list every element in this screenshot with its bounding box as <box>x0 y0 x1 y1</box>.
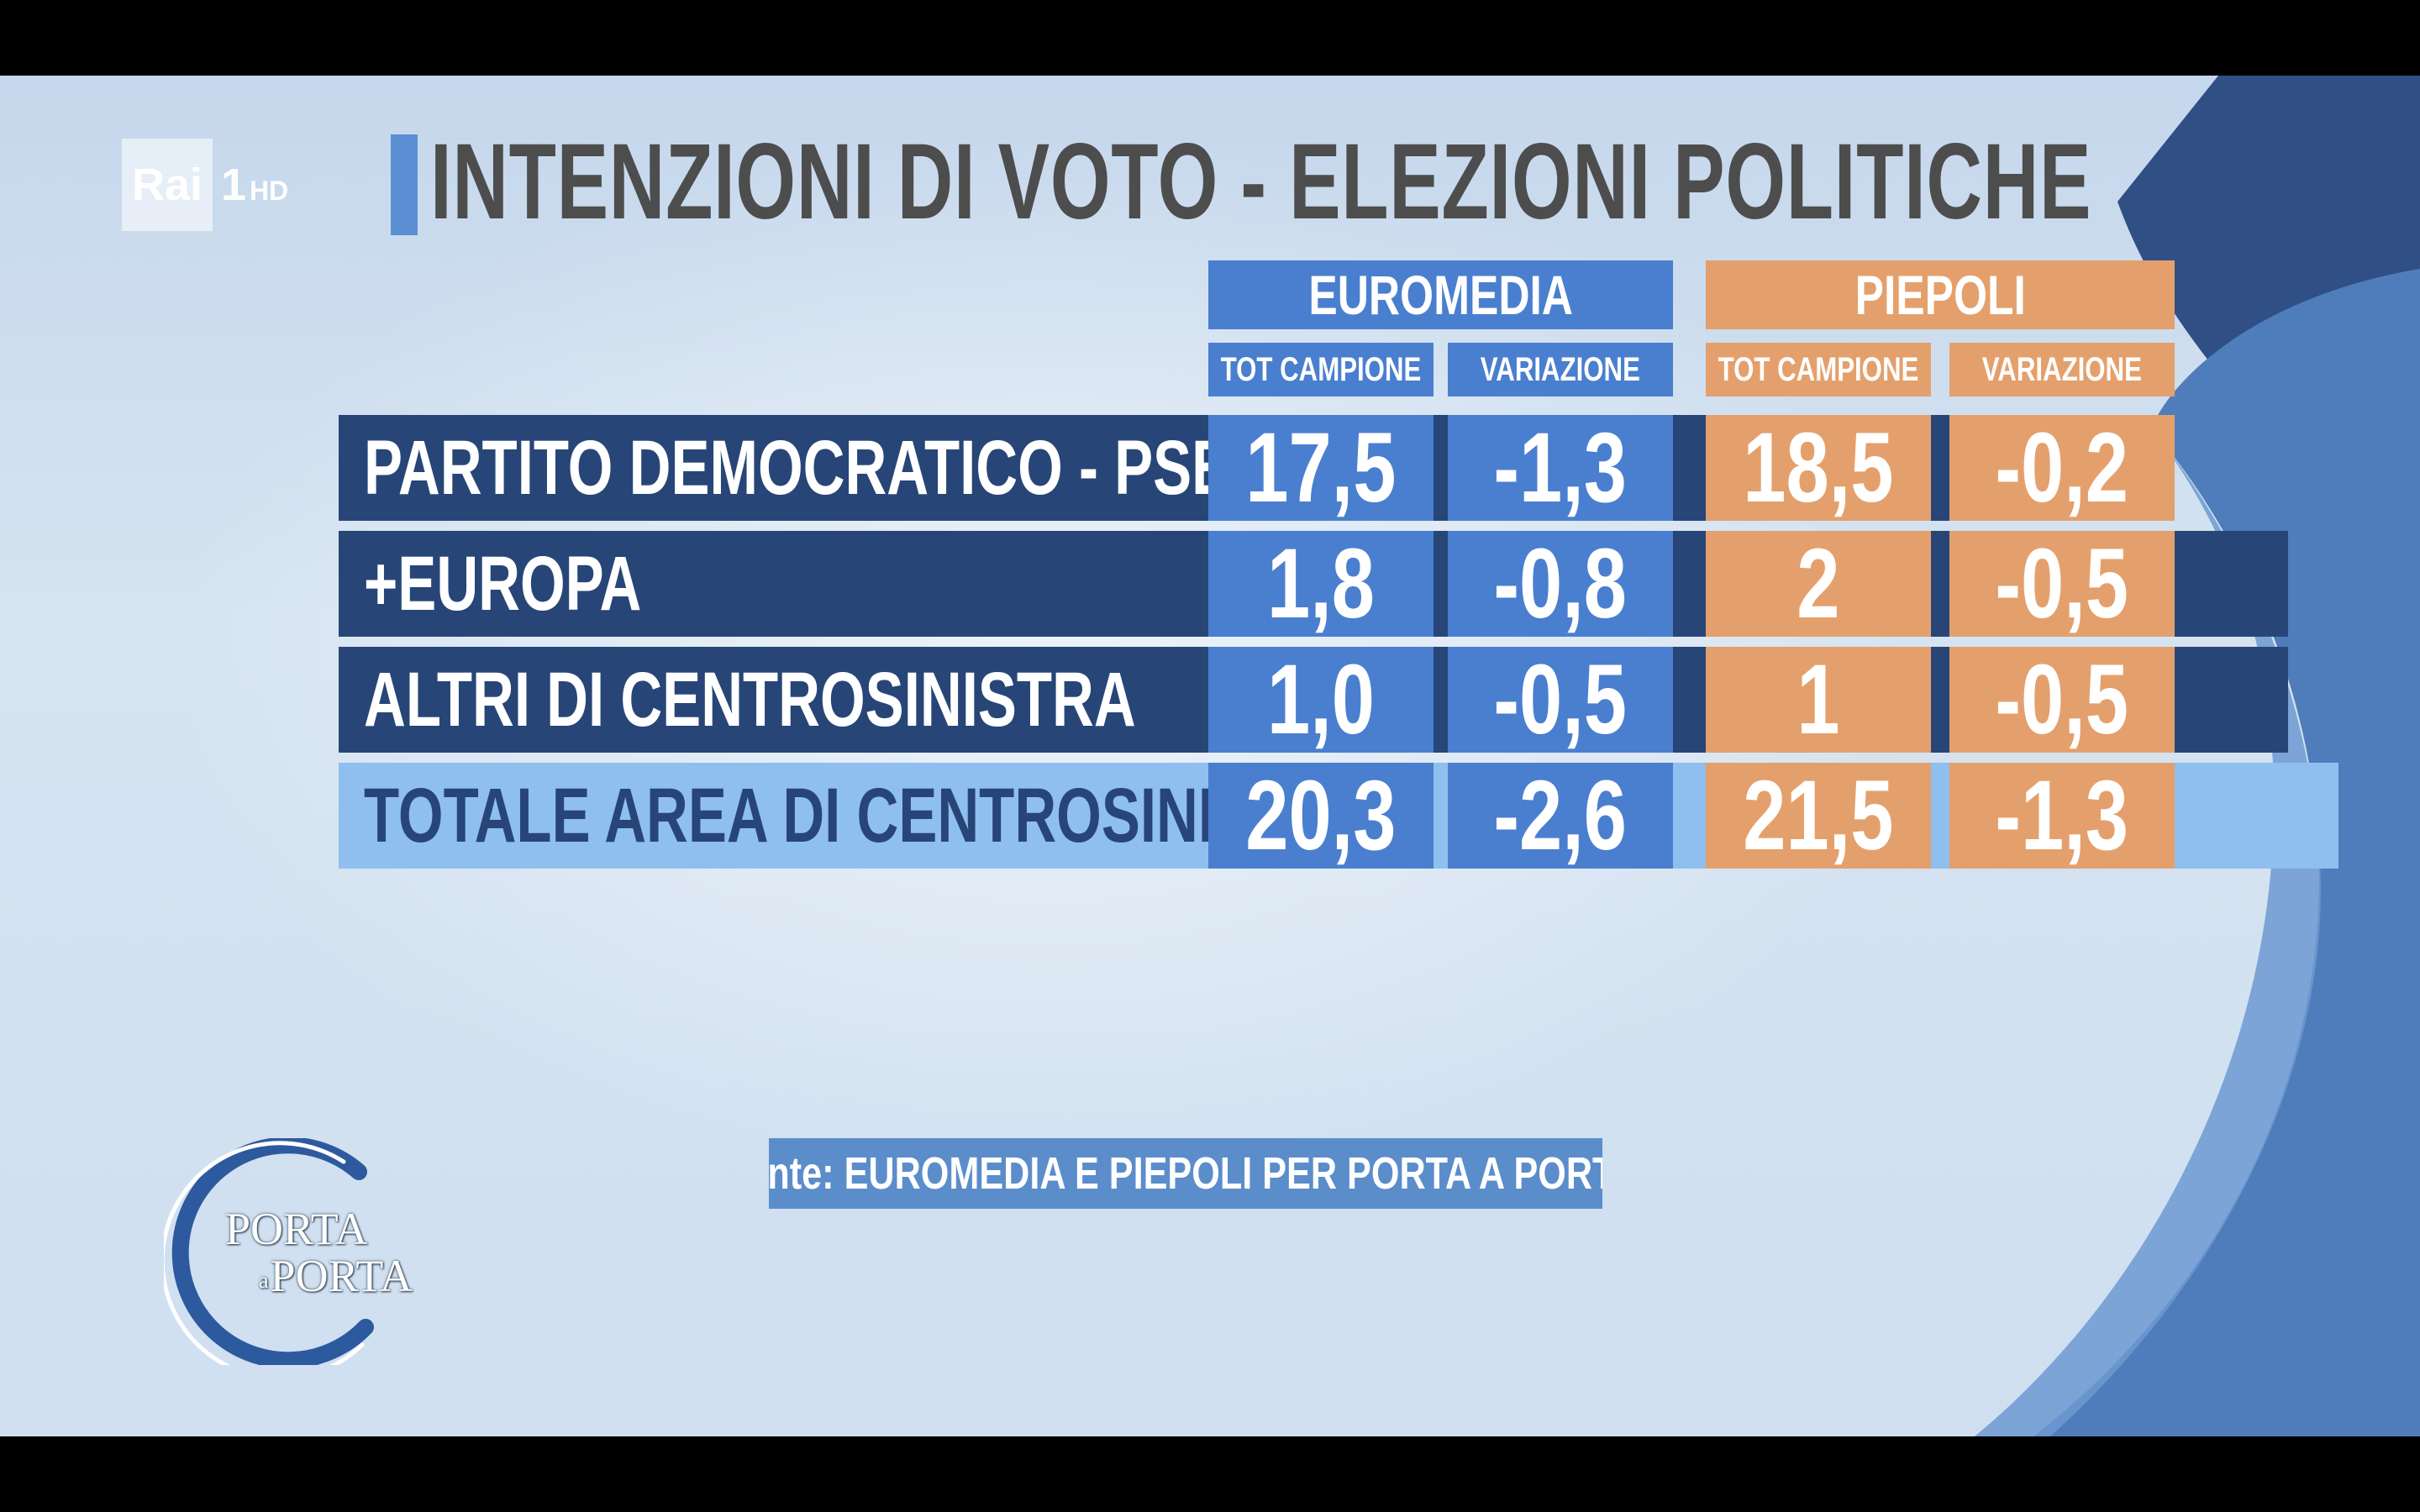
row-label-text: ALTRI DI CENTROSINISTRA <box>364 656 1136 743</box>
value-cell: -1,3 <box>1949 763 2175 869</box>
column-header-variazione-text: VARIAZIONE <box>1480 350 1641 388</box>
value-cell-text: -0,8 <box>1493 531 1628 637</box>
row-label: ALTRI DI CENTROSINISTRA <box>339 647 1229 753</box>
source-text: fonte: EUROMEDIA E PIEPOLI PER PORTA A P… <box>769 1148 1602 1199</box>
value-cell: 1 <box>1706 647 1931 753</box>
value-cell-text: 17,5 <box>1245 415 1397 521</box>
value-cell-text: -0,5 <box>1995 647 2129 753</box>
title-accent-bar <box>391 134 418 235</box>
row-label: +EUROPA <box>339 531 1229 637</box>
group-header-piepoli-text: PIEPOLI <box>1854 264 2026 326</box>
value-cell: -2,6 <box>1448 763 1673 869</box>
value-cell: 17,5 <box>1208 415 1434 521</box>
value-cell-text: 20,3 <box>1245 763 1397 869</box>
channel-number: 1 <box>221 160 247 210</box>
logo-joiner: a <box>259 1268 269 1293</box>
value-cell: 2 <box>1706 531 1931 637</box>
value-cell-text: -1,3 <box>1493 415 1628 521</box>
value-cell-text: -0,5 <box>1995 531 2129 637</box>
value-cell-text: -0,5 <box>1493 647 1628 753</box>
porta-a-porta-ring-icon <box>164 1138 374 1365</box>
rai-logo-text: Rai <box>131 160 203 210</box>
value-cell-text: -2,6 <box>1493 763 1628 869</box>
value-cell-text: 1,0 <box>1267 647 1375 753</box>
column-header-tot-campione: TOT CAMPIONE <box>1208 343 1434 396</box>
value-cell: 18,5 <box>1706 415 1931 521</box>
rai-logo-box: Rai <box>122 139 213 231</box>
mid-arc-shape <box>2033 269 2420 1436</box>
column-header-variazione: VARIAZIONE <box>1448 343 1673 396</box>
value-cell-text: 1,8 <box>1267 531 1375 637</box>
row-label-text: PARTITO DEMOCRATICO - PSE <box>364 424 1229 511</box>
column-header-tot-campione-text: TOT CAMPIONE <box>1718 350 1919 388</box>
column-header-tot-campione-text: TOT CAMPIONE <box>1220 350 1422 388</box>
rai-logo: Rai 1 HD <box>122 139 288 231</box>
porta-a-porta-logo: PORTA aPORTA <box>225 1205 413 1305</box>
value-cell: 20,3 <box>1208 763 1434 869</box>
column-header-variazione: VARIAZIONE <box>1949 343 2175 396</box>
total-row-label-text: TOTALE AREA DI CENTROSINISTRA <box>364 772 1229 858</box>
value-cell: 1,8 <box>1208 531 1434 637</box>
value-cell-text: 2 <box>1797 531 1840 637</box>
total-row-label: TOTALE AREA DI CENTROSINISTRA <box>339 763 1229 869</box>
value-cell-text: -1,3 <box>1995 763 2129 869</box>
value-cell: 1,0 <box>1208 647 1434 753</box>
value-cell: -0,5 <box>1448 647 1673 753</box>
row-label: PARTITO DEMOCRATICO - PSE <box>339 415 1229 521</box>
group-header-piepoli: PIEPOLI <box>1706 260 2175 329</box>
tv-graphic: Rai 1 HD INTENZIONI DI VOTO - ELEZIONI P… <box>0 76 2420 1436</box>
column-header-variazione-text: VARIAZIONE <box>1981 350 2143 388</box>
logo-line1: PORTA <box>225 1204 368 1254</box>
value-cell-text: 18,5 <box>1743 415 1894 521</box>
page-title: INTENZIONI DI VOTO - ELEZIONI POLITICHE <box>430 122 2092 242</box>
row-label-text: +EUROPA <box>364 540 642 627</box>
logo-line2: PORTA <box>270 1251 413 1301</box>
hd-label: HD <box>250 175 289 206</box>
group-header-euromedia-text: EUROMEDIA <box>1308 264 1573 326</box>
light-arc-shape <box>1975 428 2321 1436</box>
value-cell-text: -0,2 <box>1995 415 2129 521</box>
value-cell: -1,3 <box>1448 415 1673 521</box>
column-header-tot-campione: TOT CAMPIONE <box>1706 343 1931 396</box>
value-cell: -0,8 <box>1448 531 1673 637</box>
value-cell-text: 21,5 <box>1743 763 1894 869</box>
value-cell-text: 1 <box>1797 647 1840 753</box>
value-cell: -0,5 <box>1949 531 2175 637</box>
source-caption: fonte: EUROMEDIA E PIEPOLI PER PORTA A P… <box>769 1138 1602 1209</box>
decorative-shapes <box>1975 76 2420 1436</box>
value-cell: 21,5 <box>1706 763 1931 869</box>
value-cell: -0,5 <box>1949 647 2175 753</box>
value-cell: -0,2 <box>1949 415 2175 521</box>
group-header-euromedia: EUROMEDIA <box>1208 260 1673 329</box>
